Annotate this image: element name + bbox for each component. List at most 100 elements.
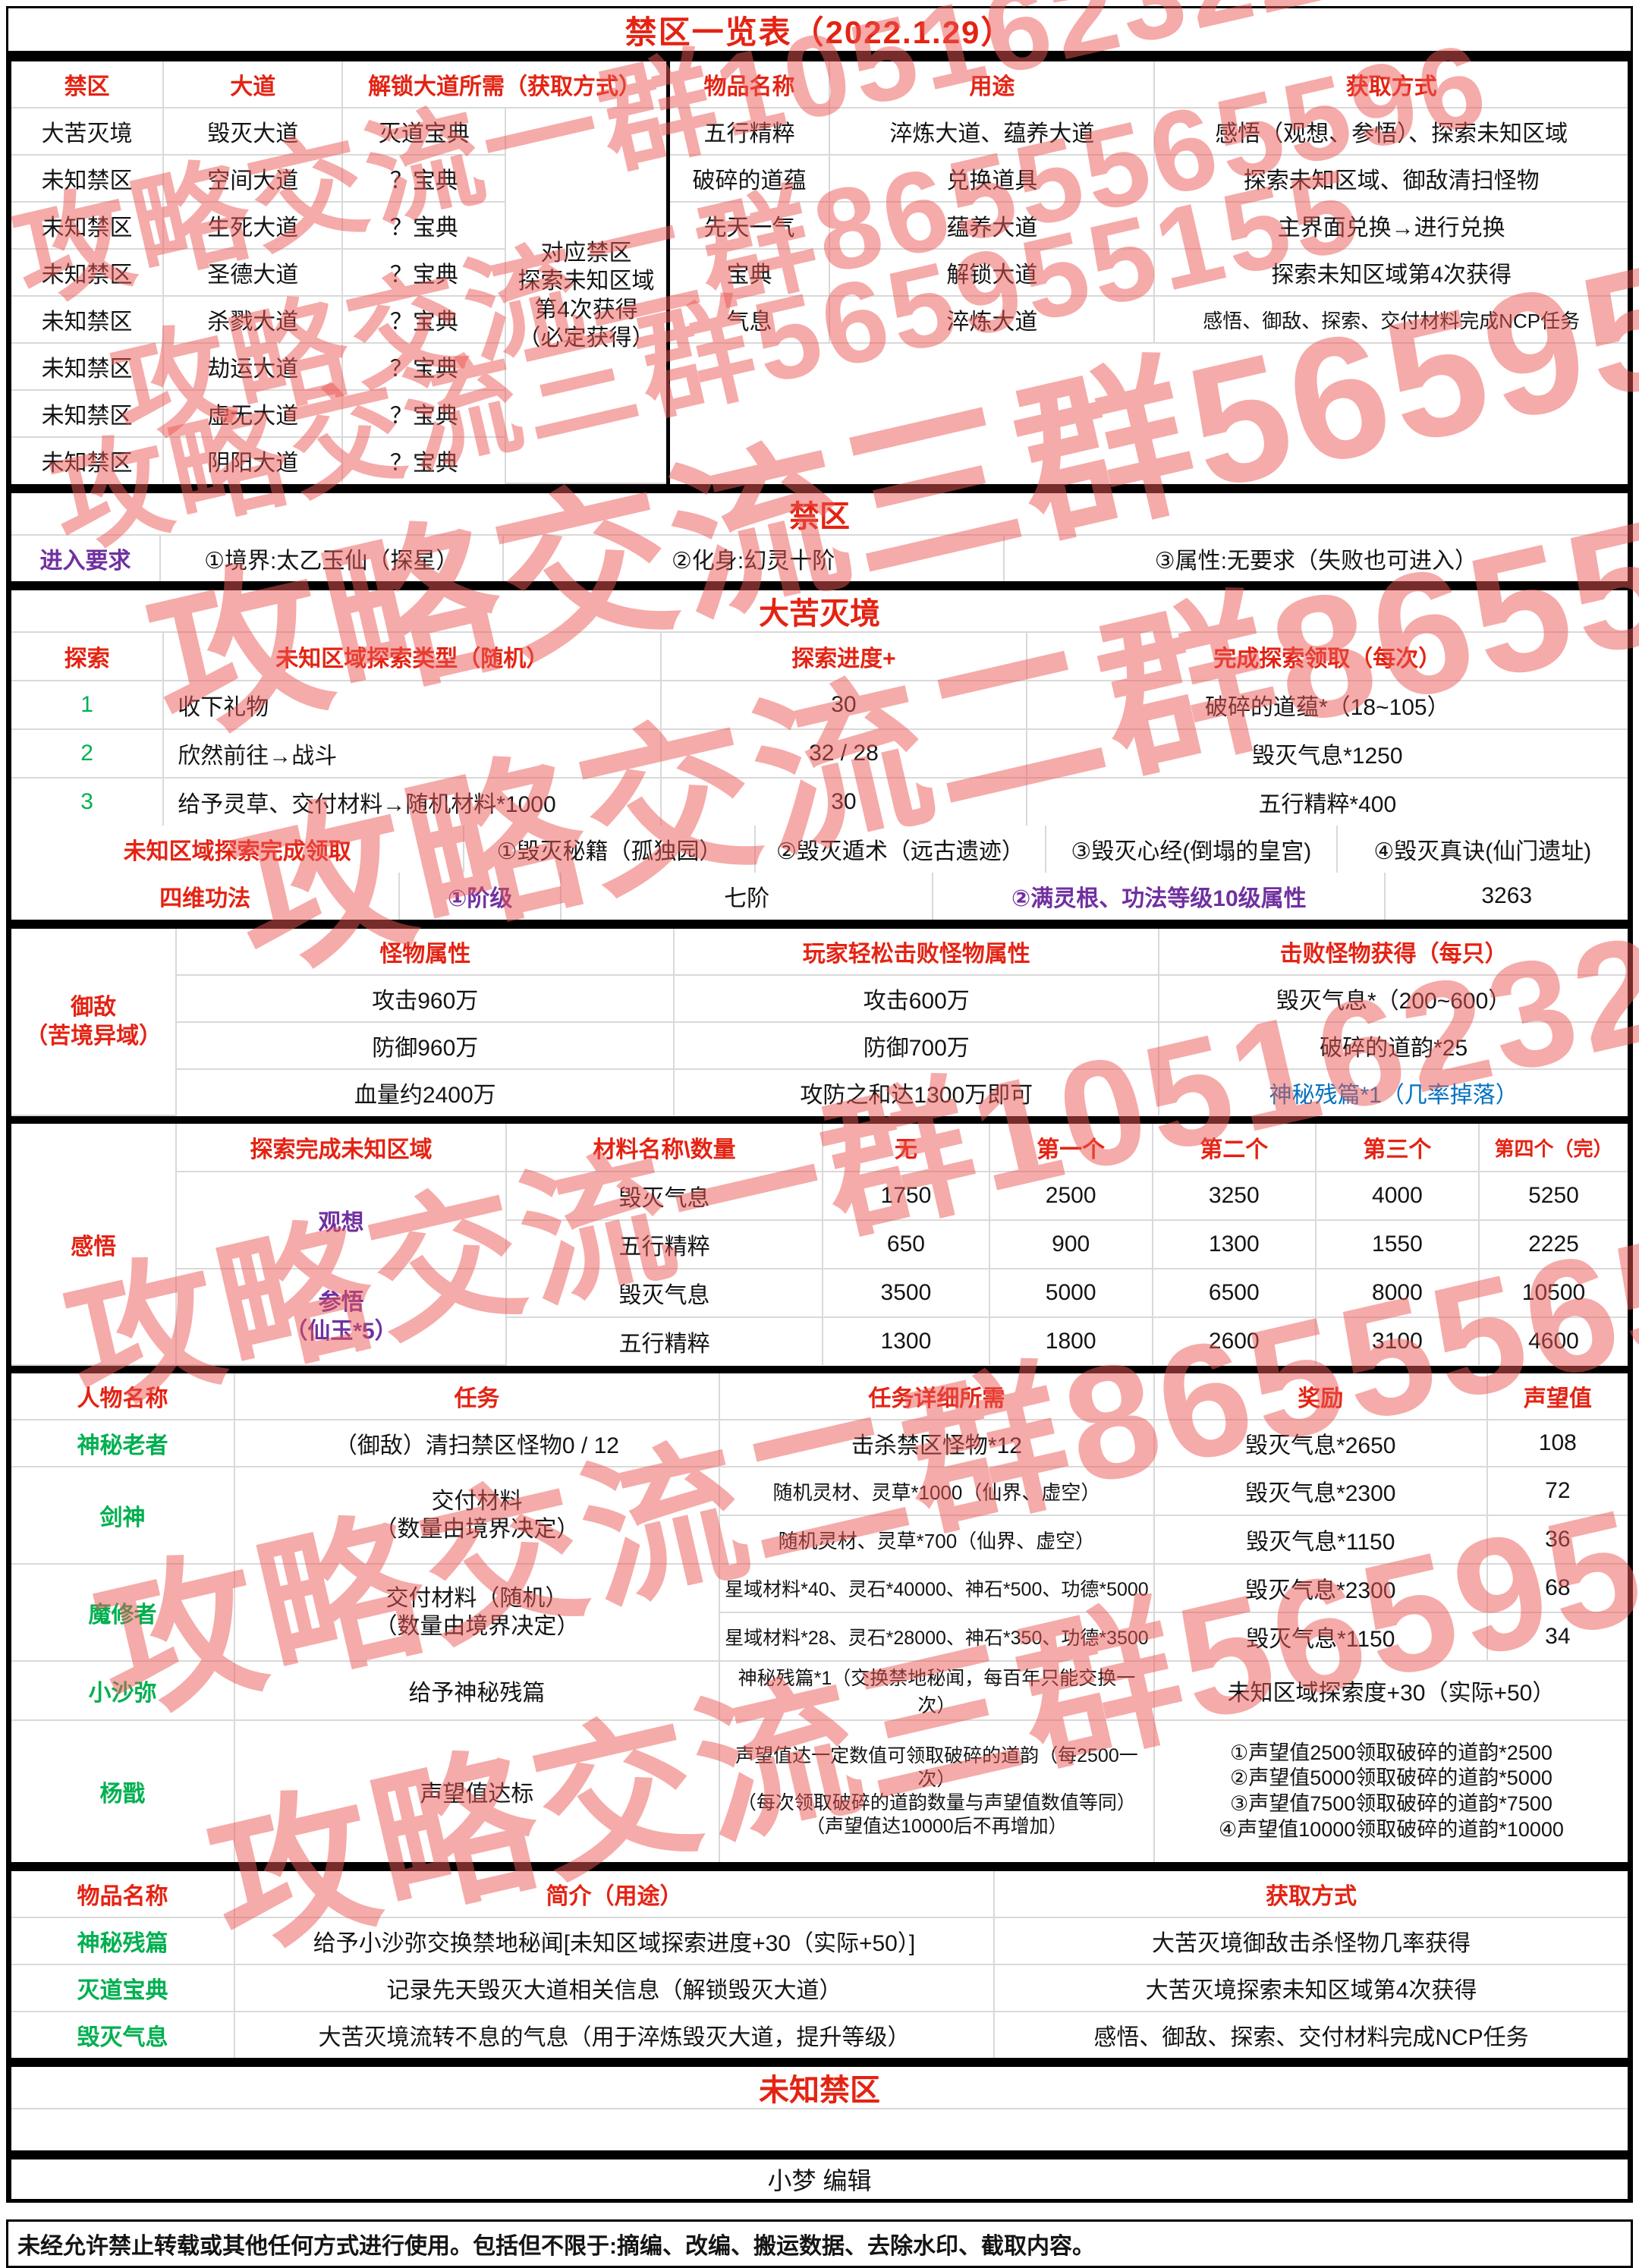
cell: 3250 [1151,1171,1317,1221]
cell: 30 [660,777,1027,826]
cell: 五行精粹*400 [1025,777,1628,826]
mode-guanxiang: 观想 [176,1171,507,1269]
cell: 8000 [1314,1268,1480,1318]
table-claim: 未知区域探索完成领取 ①毁灭秘籍（孤独园） ②毁灭遁术（远古遗迹） ③毁灭心经(… [11,826,1628,873]
cell: 大苦灭境流转不息的气息（用于淬炼毁灭大道，提升等级） [233,2011,996,2058]
cell: 3100 [1314,1316,1480,1365]
col-header: 第二个 [1151,1124,1317,1172]
cell: 交付材料（随机） （数量由境界决定） [233,1563,720,1662]
cell: 1300 [822,1316,990,1365]
cell: 防御700万 [673,1021,1160,1070]
col-header: 未知区域探索类型（随机） [162,633,662,681]
cell: 欣然前往→战斗 [162,728,662,779]
cell: 毁灭气息*1250 [1025,728,1628,779]
cell: 72 [1486,1466,1628,1516]
cell: 击杀禁区怪物*12 [718,1419,1155,1467]
cell: 阴阳大道 [162,436,344,483]
cell: 30 [660,680,1027,730]
divider [11,581,1628,590]
cell: 五行精粹 [505,1219,824,1269]
main-table: 禁区 大道 解锁大道所需（获取方式） 大苦灭境 毁灭大道 灭道宝典 对应禁区 探… [6,53,1633,2203]
col-header: 物品名称 [669,61,831,109]
col-header: 探索完成未知区域 [175,1124,507,1172]
gongfa-label: 四维功法 [11,873,401,920]
npc-name: 神秘老者 [11,1419,235,1467]
cell: 未知禁区 [11,389,165,438]
col-header: 无 [822,1124,990,1172]
divider [11,484,1628,493]
col-header: 第一个 [988,1124,1153,1172]
col-header: 物品名称 [11,1871,235,1918]
claim-label: 未知区域探索完成领取 [11,826,465,873]
col-header: 任务详细所需 [718,1373,1155,1420]
npc-name: 魔修者 [11,1563,235,1662]
cell: 攻击600万 [673,974,1160,1023]
table-items-top: 物品名称 用途 获取方式 五行精粹 淬炼大道、蕴养大道 感悟（观想、参悟）、探索未知… [669,61,1628,344]
entry-req-label: 进入要求 [11,536,161,581]
cell: 先天一气 [669,201,831,250]
cell: 感悟、御敌、探索、交付材料完成NCP任务 [1153,295,1628,343]
row-index: 3 [11,777,165,826]
cell: 空间大道 [162,154,344,203]
col-header: 任务 [233,1373,720,1420]
cell: ？宝典 [341,201,506,250]
cell: 攻击960万 [176,974,675,1023]
cell: 10500 [1477,1268,1628,1318]
banner-jinqu: 禁区 [11,493,1628,536]
cell: 淬炼大道、蕴养大道 [829,107,1156,156]
npc-name: 杨戬 [11,1719,235,1862]
col-header: 第四个（完） [1477,1124,1628,1172]
cell: ？宝典 [341,295,506,344]
cell: 毁灭气息*2300 [1153,1563,1488,1613]
cell: 6500 [1151,1268,1317,1318]
cell: 破碎的道蕴 [669,154,831,203]
cell: 淬炼大道 [829,295,1156,343]
cell: ③毁灭心经(倒塌的皇宫) [1045,826,1338,873]
yudi-label: 御敌 （苦境异域） [11,929,178,1116]
table-dao-unlock: 禁区 大道 解锁大道所需（获取方式） 大苦灭境 毁灭大道 灭道宝典 对应禁区 探… [11,61,666,484]
npc-name: 剑神 [11,1466,235,1565]
divider [11,1366,1628,1373]
cell: 给予神秘残篇 [233,1660,720,1721]
merged-note: 对应禁区 探索未知区域 第4次获得 （必定获得） [505,107,666,484]
col-header: 禁区 [11,61,165,109]
table-npc: 人物名称 任务 任务详细所需 奖励 声望值 神秘老者 （御敌）清扫禁区怪物0 /… [11,1373,1628,1862]
divider [11,920,1628,929]
table-ganwu: 感悟 探索完成未知区域 材料名称\数量 无 第一个 第二个 第三个 第四个（完）… [11,1124,1628,1366]
table-explore: 探索 未知区域探索类型（随机） 探索进度+ 完成探索领取（每次） 1 收下礼物 30… [11,633,1628,826]
cell: 毁灭气息 [505,1268,824,1318]
disclaimer-text: 未经允许禁止转载或其他任何方式进行使用。包括但不限于:摘编、改编、搬运数据、去除… [17,2234,1095,2259]
cell: 未知禁区 [11,295,165,344]
cell: 1800 [988,1316,1153,1365]
cell: 星域材料*40、灵石*40000、神石*500、功德*5000 [718,1563,1155,1613]
col-header: 解锁大道所需（获取方式） [341,61,666,109]
cell: 36 [1486,1515,1628,1565]
cell: 大苦灭境探索未知区域第4次获得 [993,1964,1628,2012]
cell: 杀戮大道 [162,295,344,344]
cell: 蕴养大道 [829,201,1156,250]
cell: 血量约2400万 [176,1068,675,1115]
cell: 随机灵材、灵草*700（仙界、虚空） [719,1515,1155,1565]
empty-row [11,2109,1628,2150]
banner-daku: 大苦灭境 [11,590,1628,633]
section-dao-unlock: 禁区 大道 解锁大道所需（获取方式） 大苦灭境 毁灭大道 灭道宝典 对应禁区 探… [11,61,1628,484]
cell: ④毁灭真诀(仙门遗址) [1335,826,1628,873]
cell: 生死大道 [162,201,344,250]
col-header: 怪物属性 [175,929,675,976]
col-header: 获取方式 [993,1871,1628,1918]
cell: 2225 [1477,1219,1628,1269]
cell: 3263 [1384,873,1628,920]
item-name: 神秘残篇 [11,1917,235,1965]
cell: 未知禁区 [11,436,165,483]
cell: 圣德大道 [162,248,344,297]
divider [11,1862,1628,1871]
cell: 五行精粹 [669,107,831,156]
item-name: 灭道宝典 [11,1964,235,2012]
cell: 2600 [1151,1316,1317,1365]
cell: 防御960万 [176,1021,675,1070]
cell: 虚无大道 [162,389,344,438]
cell: 1300 [1151,1219,1317,1269]
cell: 给予灵草、交付材料→随机材料*1000 [162,777,662,826]
divider [11,2058,1628,2067]
cell: ①阶级 [398,873,562,920]
